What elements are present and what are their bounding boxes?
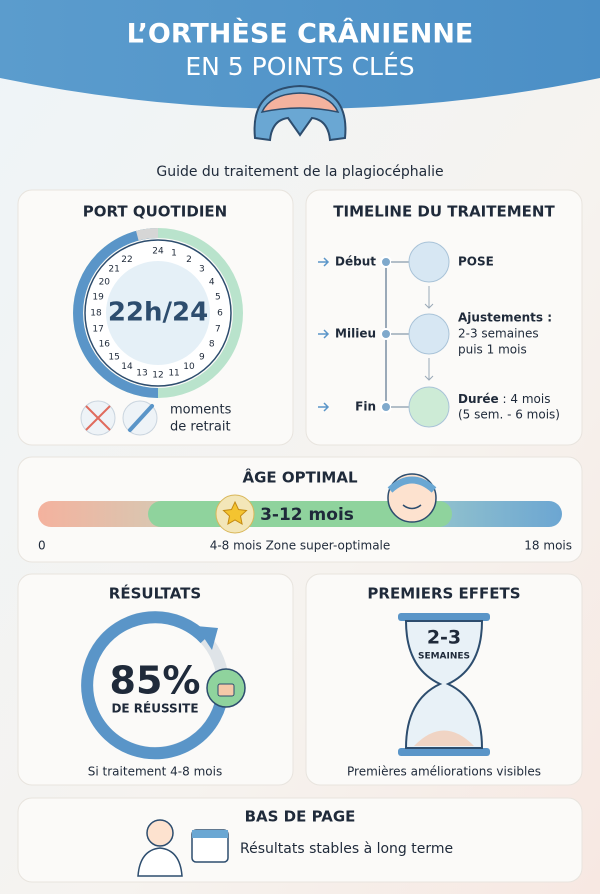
stage-detail: 2-3 semaines xyxy=(458,327,539,341)
results-note: Si traitement 4-8 mois xyxy=(88,765,222,779)
hour-label: 6 xyxy=(217,309,223,319)
stage-icon xyxy=(408,386,450,428)
baby-icon xyxy=(387,473,437,523)
hour-label: 12 xyxy=(152,371,163,381)
subtitle: Guide du traitement de la plagiocéphalie xyxy=(156,164,443,180)
clock-center: 22h/24 xyxy=(108,298,208,328)
success-label: DE RÉUSSITE xyxy=(111,701,198,716)
hour-label: 5 xyxy=(215,292,221,302)
removal-text: de retrait xyxy=(170,420,231,435)
hour-label: 9 xyxy=(199,352,205,362)
hour-label: 10 xyxy=(183,362,195,372)
down-arrow xyxy=(424,358,434,381)
arrow xyxy=(318,329,330,339)
hour-label: 17 xyxy=(92,325,103,335)
hour-label: 2 xyxy=(186,255,192,265)
hour-label: 22 xyxy=(121,255,132,265)
hour-label: 19 xyxy=(92,292,104,302)
helmet-icon xyxy=(253,84,347,142)
stage-label: Milieu xyxy=(335,327,376,341)
age-end: 18 mois xyxy=(524,539,572,553)
stage-detail-bold: Durée xyxy=(458,392,499,406)
stage-detail: (5 sem. - 6 mois) xyxy=(458,408,560,422)
star xyxy=(222,500,248,525)
card-title: RÉSULTATS xyxy=(109,584,201,603)
stage-dot xyxy=(380,401,392,413)
hour-label: 7 xyxy=(215,325,221,335)
arrow xyxy=(318,257,330,267)
stage-icon xyxy=(408,241,450,283)
clock xyxy=(73,227,243,398)
hour-label: 16 xyxy=(99,340,111,350)
card-title: ÂGE OPTIMAL xyxy=(242,468,357,487)
stage-label: Début xyxy=(335,255,376,269)
hour-label: 3 xyxy=(199,265,205,275)
stage-detail-rest: : 4 mois xyxy=(499,392,551,406)
hour-label: 18 xyxy=(90,309,102,319)
age-middle: 4-8 mois Zone super-optimale xyxy=(210,539,391,553)
card-title: PORT QUOTIDIEN xyxy=(83,203,227,221)
arrow xyxy=(318,402,330,412)
success-ring xyxy=(81,611,246,760)
effect-delay: 2-3 xyxy=(427,627,461,649)
stage-dot xyxy=(380,256,392,268)
footer-text: Résultats stables à long terme xyxy=(240,841,453,857)
hour-label: 8 xyxy=(209,340,215,350)
hour-label: 4 xyxy=(209,278,215,288)
effect-unit: SEMAINES xyxy=(418,652,470,662)
card-title: PREMIERS EFFETS xyxy=(367,585,520,603)
stage-label: Fin xyxy=(355,400,376,414)
hour-label: 1 xyxy=(171,249,177,259)
card-title: BAS DE PAGE xyxy=(245,808,356,826)
hour-label: 20 xyxy=(99,278,111,288)
success-rate: 85% xyxy=(110,659,201,703)
stage-detail: POSE xyxy=(458,255,494,269)
card xyxy=(305,189,583,446)
header-band xyxy=(0,0,600,109)
stage-dot xyxy=(380,328,392,340)
title: L’ORTHÈSE CRÂNIENNE xyxy=(127,18,474,50)
card-title: TIMELINE DU TRAITEMENT xyxy=(333,203,555,221)
stage-detail: Ajustements : xyxy=(458,311,552,325)
stage-detail: Durée : 4 mois xyxy=(458,392,550,406)
hour-label: 24 xyxy=(152,247,164,257)
hour-label: 21 xyxy=(108,265,119,275)
hour-label: 11 xyxy=(168,368,179,378)
hour-label: 13 xyxy=(136,368,147,378)
doctor-icons xyxy=(137,819,229,877)
hour-label: 14 xyxy=(121,362,133,372)
card xyxy=(17,573,294,786)
down-arrow xyxy=(424,286,434,309)
hourglass xyxy=(398,613,490,756)
stage-icon xyxy=(408,313,450,355)
effects-note: Premières améliorations visibles xyxy=(347,765,541,779)
stage-detail: puis 1 mois xyxy=(458,343,527,357)
removal-text: moments xyxy=(170,403,232,418)
age-start: 0 xyxy=(38,539,46,553)
age-range: 3-12 mois xyxy=(260,505,354,525)
hour-label: 15 xyxy=(108,352,119,362)
removal-icons xyxy=(80,400,158,436)
title: EN 5 POINTS CLÉS xyxy=(185,52,414,81)
